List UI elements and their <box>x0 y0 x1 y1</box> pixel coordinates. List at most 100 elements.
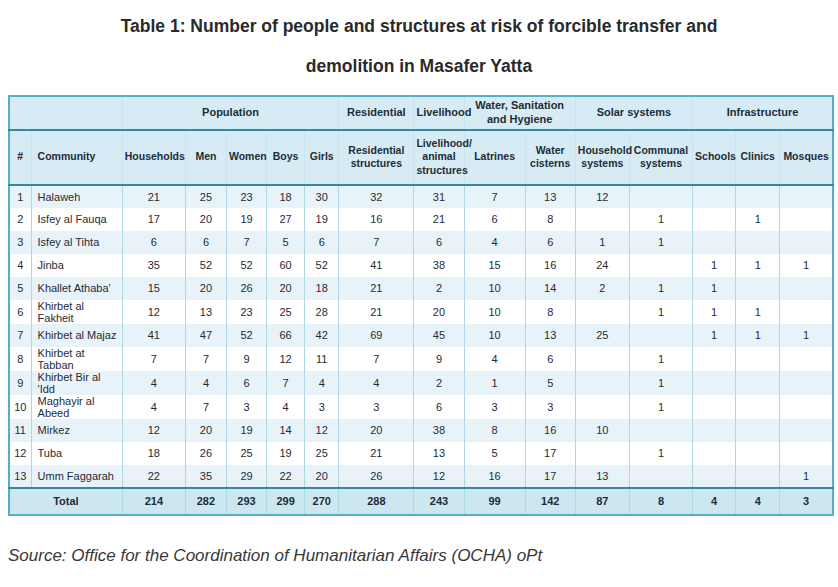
value-cell: 4 <box>185 371 226 395</box>
value-cell: 26 <box>185 442 226 465</box>
value-cell: 7 <box>339 347 414 371</box>
community-cell: Khirbet Bir al 'Idd <box>31 371 122 395</box>
value-cell: 10 <box>464 277 525 300</box>
table-row: 10Maghayir al Abeed4734336331 <box>9 395 833 419</box>
group-header-row: PopulationResidentialLivelihoodWater, Sa… <box>9 96 833 130</box>
value-cell: 22 <box>267 465 305 488</box>
value-cell: 16 <box>339 208 414 231</box>
value-cell: 1 <box>780 465 833 488</box>
value-cell: 10 <box>464 300 525 324</box>
value-cell: 38 <box>414 419 464 442</box>
table-body: 1Halaweh21252318303231713122Isfey al Fau… <box>9 185 833 488</box>
total-value-cell: 282 <box>185 488 226 515</box>
value-cell: 41 <box>339 254 414 277</box>
community-cell: Umm Faggarah <box>31 465 122 488</box>
value-cell: 12 <box>122 419 185 442</box>
value-cell <box>780 208 833 231</box>
value-cell: 35 <box>185 465 226 488</box>
value-cell <box>736 395 780 419</box>
value-cell: 9 <box>414 347 464 371</box>
value-cell: 13 <box>185 300 226 324</box>
value-cell <box>736 277 780 300</box>
value-cell: 6 <box>525 347 575 371</box>
value-cell <box>736 185 780 208</box>
value-cell: 52 <box>185 254 226 277</box>
column-header-cell: Livelihood/ animal structures <box>414 130 464 185</box>
column-header-cell: Community <box>31 130 122 185</box>
value-cell: 1 <box>736 254 780 277</box>
value-cell: 7 <box>267 371 305 395</box>
table-row: 9Khirbet Bir al 'Idd4467442151 <box>9 371 833 395</box>
value-cell: 21 <box>414 208 464 231</box>
value-cell <box>693 395 736 419</box>
value-cell: 6 <box>414 395 464 419</box>
value-cell: 13 <box>525 185 575 208</box>
value-cell <box>780 277 833 300</box>
value-cell: 3 <box>305 395 339 419</box>
column-header-cell: Households <box>122 130 185 185</box>
value-cell: 1 <box>629 300 692 324</box>
total-value-cell: 288 <box>339 488 414 515</box>
value-cell: 6 <box>226 371 266 395</box>
value-cell: 25 <box>305 442 339 465</box>
value-cell: 12 <box>267 347 305 371</box>
value-cell: 18 <box>122 442 185 465</box>
value-cell: 4 <box>122 395 185 419</box>
value-cell <box>736 419 780 442</box>
value-cell: 8 <box>464 419 525 442</box>
value-cell <box>575 208 629 231</box>
value-cell: 1 <box>693 324 736 347</box>
community-cell: Mirkez <box>31 419 122 442</box>
row-number-cell: 10 <box>9 395 31 419</box>
value-cell: 60 <box>267 254 305 277</box>
row-number-cell: 2 <box>9 208 31 231</box>
value-cell: 45 <box>414 324 464 347</box>
row-number-cell: 13 <box>9 465 31 488</box>
source-note: Source: Office for the Coordination of H… <box>8 546 838 566</box>
group-header-cell: Infrastructure <box>693 96 833 130</box>
value-cell: 1 <box>693 277 736 300</box>
value-cell: 3 <box>525 395 575 419</box>
value-cell: 5 <box>525 371 575 395</box>
value-cell: 4 <box>267 395 305 419</box>
community-cell: Khirbet al Majaz <box>31 324 122 347</box>
column-header-cell: Mosques <box>780 130 833 185</box>
value-cell: 15 <box>464 254 525 277</box>
value-cell: 19 <box>305 208 339 231</box>
column-header-cell: Communal systems <box>629 130 692 185</box>
page: Table 1: Number of people and structures… <box>0 6 838 566</box>
total-value-cell: 299 <box>267 488 305 515</box>
value-cell: 7 <box>185 347 226 371</box>
column-header-row: #CommunityHouseholdsMenWomenBoysGirlsRes… <box>9 130 833 185</box>
table-row: 12Tuba182625192521135171 <box>9 442 833 465</box>
value-cell <box>736 465 780 488</box>
value-cell: 52 <box>305 254 339 277</box>
row-number-cell: 1 <box>9 185 31 208</box>
value-cell: 25 <box>185 185 226 208</box>
value-cell: 16 <box>525 419 575 442</box>
total-value-cell: 4 <box>693 488 736 515</box>
row-number-cell: 6 <box>9 300 31 324</box>
value-cell: 3 <box>464 395 525 419</box>
value-cell: 16 <box>525 254 575 277</box>
value-cell <box>575 442 629 465</box>
column-header-cell: Latrines <box>464 130 525 185</box>
value-cell: 47 <box>185 324 226 347</box>
value-cell: 1 <box>629 371 692 395</box>
value-cell: 20 <box>185 419 226 442</box>
value-cell: 30 <box>305 185 339 208</box>
table-row: 4Jinba35525260524138151624111 <box>9 254 833 277</box>
value-cell <box>736 347 780 371</box>
column-header-cell: Men <box>185 130 226 185</box>
value-cell: 20 <box>185 277 226 300</box>
table-row: 7Khirbet al Majaz41475266426945101325111 <box>9 324 833 347</box>
table-row: 5Khallet Athaba'15202620182121014211 <box>9 277 833 300</box>
value-cell: 6 <box>525 231 575 254</box>
value-cell: 4 <box>464 231 525 254</box>
value-cell: 1 <box>736 324 780 347</box>
group-header-cell: Solar systems <box>575 96 692 130</box>
value-cell: 35 <box>122 254 185 277</box>
value-cell: 1 <box>629 395 692 419</box>
value-cell: 10 <box>575 419 629 442</box>
value-cell: 2 <box>575 277 629 300</box>
